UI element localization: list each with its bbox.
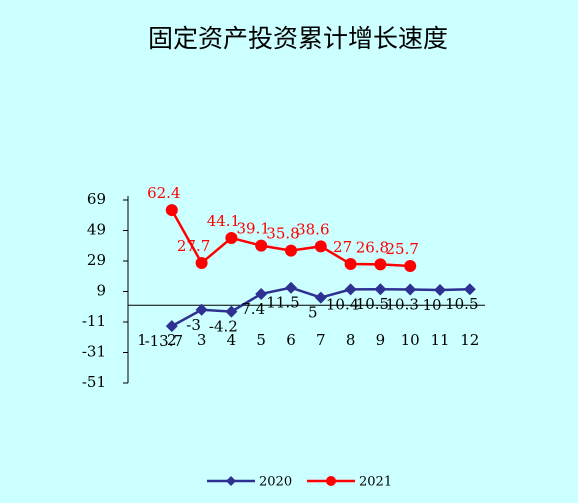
marker [344, 258, 357, 271]
x-tick-label: 8 [346, 331, 356, 349]
data-label: 35.8 [266, 225, 299, 243]
data-label: 38.6 [296, 220, 329, 238]
y-tick-label: 29 [87, 251, 106, 269]
marker [255, 287, 268, 300]
data-label: 11.5 [266, 294, 299, 312]
x-tick-label: 7 [316, 331, 326, 349]
x-tick-label: 3 [197, 331, 207, 349]
data-label: -4.2 [209, 318, 238, 336]
marker [285, 281, 297, 294]
data-label: 27.7 [177, 237, 210, 255]
marker [463, 283, 476, 296]
y-tick-label: -31 [82, 343, 106, 361]
marker [404, 283, 417, 296]
legend-label: 2020 [259, 475, 292, 490]
marker [165, 320, 178, 333]
marker [195, 256, 208, 269]
legend-marker [326, 476, 336, 486]
marker [165, 204, 178, 217]
data-label: 10 [422, 296, 441, 314]
x-tick-label: 1 [137, 331, 147, 349]
x-tick-label: 11 [430, 331, 449, 349]
marker [404, 260, 417, 273]
data-label: 25.7 [385, 240, 418, 258]
chart-title: 固定资产投资累计增长速度 [148, 24, 448, 53]
x-tick-label: 12 [460, 331, 479, 349]
legend-marker [226, 476, 236, 486]
marker [344, 283, 357, 296]
data-label: 62.4 [147, 184, 180, 202]
data-label: 10.4 [326, 295, 359, 313]
y-tick-label: -11 [82, 312, 106, 330]
marker [434, 283, 446, 296]
data-label: 10.3 [385, 296, 418, 314]
marker [195, 303, 208, 316]
x-tick-label: 2 [167, 331, 177, 349]
data-label: 7.4 [241, 300, 265, 318]
data-label: 27 [333, 238, 352, 256]
marker [225, 231, 238, 244]
data-label: 26.8 [356, 238, 389, 256]
marker [374, 258, 387, 271]
x-tick-label: 6 [286, 331, 296, 349]
legend-label: 2021 [359, 475, 392, 490]
x-tick-label: 9 [376, 331, 386, 349]
y-tick-label: 49 [87, 221, 106, 239]
marker [314, 240, 327, 253]
data-label: -3 [186, 316, 201, 334]
data-label: -13.7 [145, 332, 183, 350]
marker [225, 305, 238, 318]
data-label: 10.5 [445, 295, 478, 313]
y-tick-label: 69 [87, 190, 106, 208]
x-tick-label: 4 [227, 331, 237, 349]
data-label: 10.5 [356, 295, 389, 313]
marker [374, 283, 387, 296]
x-tick-label: 10 [401, 331, 420, 349]
y-tick-label: 9 [96, 282, 106, 300]
data-label: 44.1 [207, 212, 240, 230]
marker [285, 244, 297, 257]
marker [314, 291, 327, 304]
marker [255, 239, 268, 252]
data-label: 5 [308, 304, 318, 322]
data-label: 39.1 [236, 220, 269, 238]
y-tick-label: -51 [82, 373, 106, 391]
x-tick-label: 5 [256, 331, 266, 349]
